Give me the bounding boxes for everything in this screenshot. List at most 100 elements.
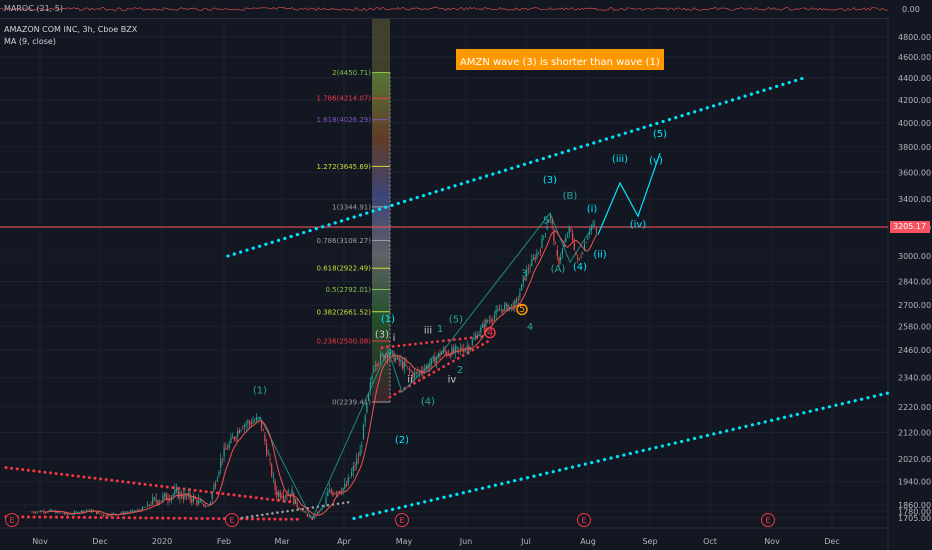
price-axis-bg xyxy=(888,18,932,550)
candle-body xyxy=(194,497,196,499)
candle-body xyxy=(60,512,62,514)
candle-body xyxy=(257,417,259,419)
candle-body xyxy=(390,350,392,355)
candle-body xyxy=(328,489,331,493)
candle-body xyxy=(425,365,427,369)
earnings-marker xyxy=(761,513,775,527)
candle-body xyxy=(291,489,293,496)
candle-body xyxy=(50,509,52,511)
time-tick-label: Jun xyxy=(459,537,473,546)
wave-4-circle xyxy=(484,326,496,339)
ma-legend[interactable]: MA (9, close) xyxy=(4,37,56,46)
candle-body xyxy=(283,495,285,499)
candle-body xyxy=(580,256,582,258)
fib-zone-top xyxy=(372,18,390,73)
wave-label: 3 xyxy=(521,269,527,280)
channel-lower-line xyxy=(352,390,894,521)
candle-body xyxy=(447,353,450,355)
indicator-line xyxy=(0,7,889,11)
candle-body xyxy=(514,301,516,309)
price-tick-label: 3800.00 xyxy=(898,143,931,152)
price-tick-label: 4200.00 xyxy=(898,96,931,105)
candle-body xyxy=(247,421,249,424)
candle-body xyxy=(303,510,305,512)
candle-body xyxy=(400,359,402,362)
candle-body xyxy=(487,320,489,322)
candle-body xyxy=(158,501,161,503)
candle-body xyxy=(225,448,227,450)
candle-body xyxy=(323,505,325,507)
last-price-label: 3205.17 xyxy=(893,222,927,231)
candle-body xyxy=(373,369,375,372)
candle-body xyxy=(67,513,69,515)
candle-body xyxy=(240,429,242,431)
candle-body xyxy=(362,424,365,440)
wave-label: 5 xyxy=(543,215,549,226)
candle-body xyxy=(408,368,410,370)
candle-body xyxy=(148,505,150,506)
candle-body xyxy=(456,346,458,349)
candle-body xyxy=(527,269,529,271)
candle-body xyxy=(589,232,591,235)
candle-body xyxy=(361,445,363,448)
candle-body xyxy=(583,244,586,250)
candle-body xyxy=(413,372,416,377)
candle-body xyxy=(381,354,383,356)
candlestick-series xyxy=(31,213,597,521)
candle-body xyxy=(165,494,167,500)
candle-body xyxy=(592,224,594,226)
candle-body xyxy=(84,510,86,512)
candle-body xyxy=(39,511,42,513)
wave-label: (1) xyxy=(381,314,395,325)
candle-body xyxy=(313,515,315,519)
candle-body xyxy=(130,511,132,513)
time-axis[interactable]: Nov Dec 2020 Feb Mar Apr May Jun Jul Aug Sep Oct Nov… xyxy=(0,527,888,546)
candle-body xyxy=(531,259,533,266)
candle-body xyxy=(99,512,101,514)
candle-body xyxy=(356,458,358,465)
earnings-label: E xyxy=(9,516,14,525)
candle-body xyxy=(325,497,327,505)
candle-body xyxy=(123,512,125,515)
annotation-box[interactable]: AMZN wave (3) is shorter than wave (1) xyxy=(456,49,664,70)
time-tick-label: Mar xyxy=(274,537,290,546)
candle-body xyxy=(170,496,172,499)
price-tick-label: 2340.00 xyxy=(898,374,931,383)
candle-body xyxy=(228,443,230,448)
candle-body xyxy=(238,430,240,434)
candle-body xyxy=(102,514,104,516)
candle-body xyxy=(150,505,152,506)
candle-body xyxy=(429,364,431,368)
wave-label: (1) xyxy=(253,385,267,396)
candle-body xyxy=(332,492,334,496)
candle-body xyxy=(124,512,127,514)
candle-body xyxy=(595,228,597,231)
candle-body xyxy=(402,361,404,369)
fibonacci-extension[interactable]: 0(2239.41) 0.236(2500.08) 0.382(2661.52) 0.… xyxy=(317,18,391,407)
candle-body xyxy=(157,500,159,505)
candle-body xyxy=(320,508,322,511)
candle-body xyxy=(259,416,261,419)
wave-label: (ii) xyxy=(593,250,606,261)
candle-body xyxy=(38,511,40,512)
trend-lines[interactable] xyxy=(0,7,894,521)
indicator-name[interactable]: MAROC (21, 5) xyxy=(4,4,63,13)
earnings-label: E xyxy=(765,516,770,525)
candle-body xyxy=(281,495,283,498)
price-tick-label: 4000.00 xyxy=(898,119,931,128)
candle-body xyxy=(561,248,563,255)
wave-label: iv xyxy=(448,374,457,385)
candle-body xyxy=(107,514,110,516)
wave-label: 5 xyxy=(519,304,525,315)
symbol-title[interactable]: AMAZON COM INC, 3h, Cboe BZX xyxy=(4,25,138,34)
price-tick-label: 2700.00 xyxy=(898,301,931,310)
candle-body xyxy=(264,435,266,442)
candle-body xyxy=(96,511,98,514)
candle-body xyxy=(215,483,217,487)
candle-body xyxy=(68,514,70,515)
candle-body xyxy=(267,454,269,455)
candle-body xyxy=(430,357,433,364)
